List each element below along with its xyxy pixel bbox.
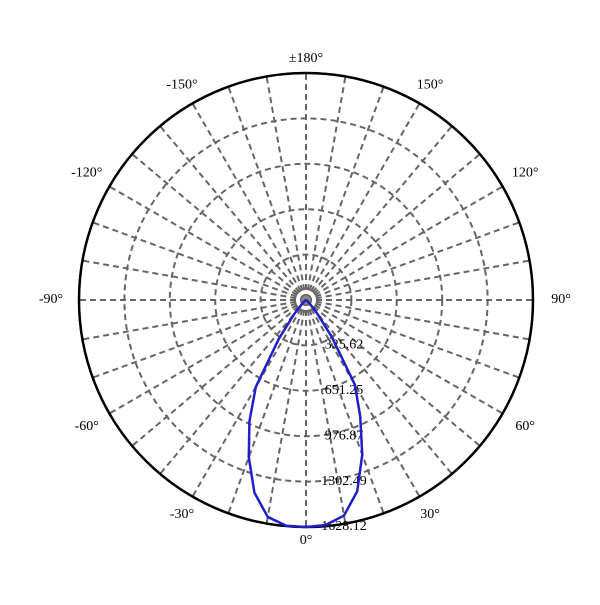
- grid-spoke: [131, 299, 307, 447]
- radial-tick-label: 976.87: [325, 428, 364, 443]
- grid-circle: [123, 117, 489, 483]
- grid-spoke: [305, 299, 530, 341]
- radial-tick-label: 1302.49: [321, 474, 367, 489]
- grid-spoke: [131, 153, 307, 301]
- grid-spoke: [82, 299, 307, 341]
- grid-spoke: [305, 185, 504, 301]
- angle-label: 30°: [420, 507, 440, 522]
- grid-spoke: [305, 299, 504, 415]
- grid-spoke: [265, 299, 307, 524]
- grid-spoke: [305, 299, 481, 447]
- grid-spoke: [92, 299, 307, 379]
- angle-label: 120°: [512, 166, 539, 181]
- grid-spoke: [305, 76, 347, 301]
- angle-label: 0°: [300, 533, 313, 548]
- radial-tick-label: 1628.12: [321, 519, 367, 534]
- grid-spoke: [305, 299, 347, 524]
- grid-spoke: [92, 221, 307, 301]
- grid-spoke: [191, 102, 307, 301]
- grid-spoke: [305, 299, 421, 498]
- intensity-curve: [247, 298, 364, 529]
- grid-spoke: [265, 76, 307, 301]
- grid-spoke: [227, 299, 307, 514]
- angle-label: -30°: [170, 507, 194, 522]
- radial-tick-label: 325.62: [325, 338, 364, 353]
- grid-circle: [168, 162, 444, 438]
- grid-spoke: [159, 299, 307, 475]
- angle-label: -90°: [39, 292, 63, 307]
- grid-spoke: [108, 299, 307, 415]
- grid-spoke: [108, 185, 307, 301]
- angle-label: -150°: [166, 77, 197, 92]
- grid-spoke: [305, 86, 385, 301]
- grid-spoke: [305, 125, 453, 301]
- angle-label: -120°: [71, 166, 102, 181]
- grid-spoke: [305, 153, 481, 301]
- radial-tick-label: 651.25: [325, 383, 364, 398]
- grid-spoke: [305, 299, 385, 514]
- grid-spoke: [305, 259, 530, 301]
- grid-spoke: [305, 102, 421, 301]
- grid-spoke: [191, 299, 307, 498]
- grid-circle: [214, 208, 398, 392]
- angle-label: 90°: [551, 292, 571, 307]
- grid-spoke: [305, 299, 520, 379]
- grid-spoke: [305, 221, 520, 301]
- grid-circle: [259, 253, 353, 347]
- angle-label: ±180°: [289, 51, 323, 66]
- grid-spoke: [227, 86, 307, 301]
- grid-spoke: [82, 259, 307, 301]
- angle-label: 60°: [515, 419, 535, 434]
- grid-spoke: [305, 299, 453, 475]
- angle-label: 150°: [417, 77, 444, 92]
- grid-spoke: [159, 125, 307, 301]
- angle-label: -60°: [75, 419, 99, 434]
